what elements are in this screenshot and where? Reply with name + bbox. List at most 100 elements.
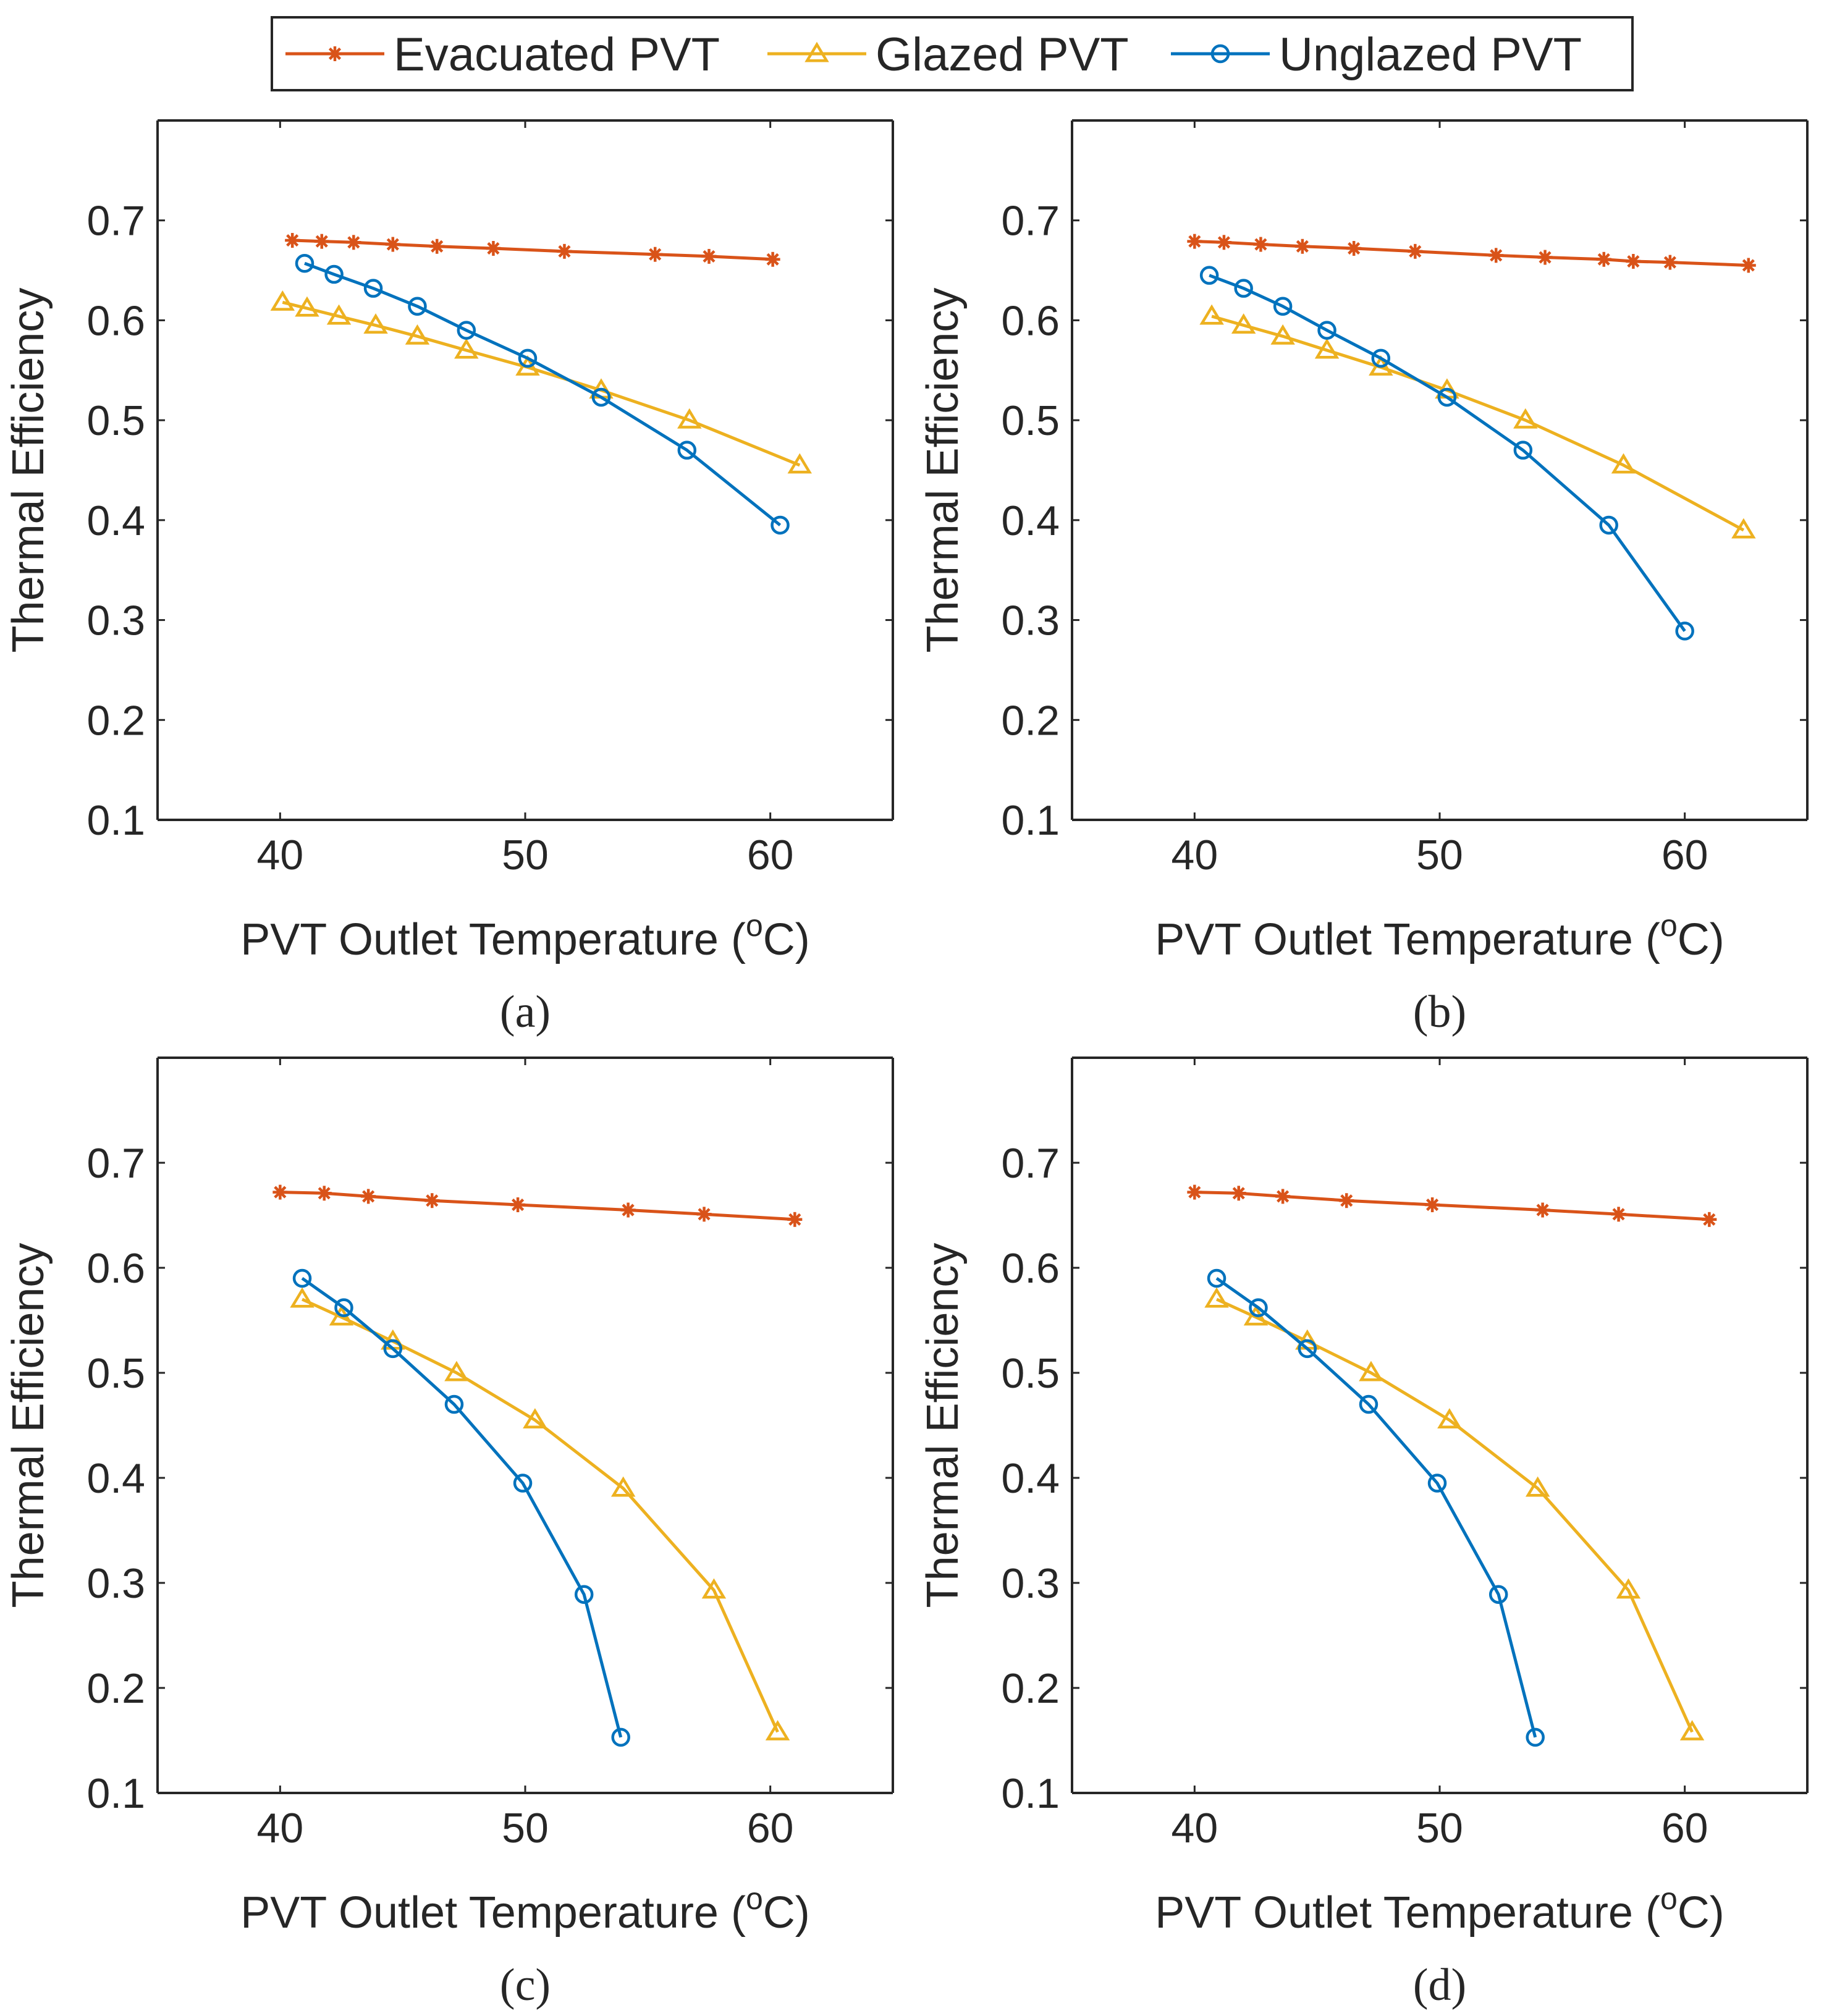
data-point bbox=[620, 1202, 636, 1218]
panel-caption: (a) bbox=[500, 987, 551, 1037]
asterisk-stroke bbox=[1340, 1194, 1353, 1207]
x-tick-label: 60 bbox=[1661, 1805, 1708, 1852]
asterisk-stroke bbox=[622, 1204, 635, 1217]
asterisk-stroke bbox=[698, 1208, 711, 1221]
y-tick-label: 0.5 bbox=[87, 397, 145, 444]
data-point bbox=[557, 243, 572, 259]
data-point bbox=[314, 234, 329, 249]
data-point bbox=[591, 387, 611, 407]
x-axis-label-superscript: o bbox=[1660, 1881, 1678, 1916]
data-point bbox=[1679, 1720, 1705, 1740]
data-point bbox=[270, 290, 295, 311]
data-point bbox=[510, 1197, 526, 1212]
y-tick-label: 0.5 bbox=[1001, 397, 1060, 444]
data-point bbox=[771, 515, 790, 535]
y-tick-label: 0.7 bbox=[87, 198, 145, 245]
data-point bbox=[787, 453, 812, 474]
data-point bbox=[1526, 1727, 1545, 1747]
data-point bbox=[1294, 238, 1310, 254]
y-tick-label: 0.5 bbox=[1001, 1350, 1060, 1397]
series-line bbox=[280, 1191, 795, 1221]
series-evacuated-pvt bbox=[285, 233, 780, 267]
y-tick-label: 0.2 bbox=[1001, 697, 1060, 744]
series-glazed-pvt bbox=[270, 290, 812, 474]
data-point bbox=[1346, 240, 1362, 256]
y-tick-label: 0.1 bbox=[87, 797, 145, 844]
x-axis-label-superscript: o bbox=[746, 1881, 763, 1916]
asterisk-stroke bbox=[766, 253, 779, 266]
x-axis-label-text: PVT Outlet Temperature ( bbox=[240, 915, 746, 964]
data-point bbox=[765, 251, 780, 267]
data-point bbox=[1298, 1339, 1317, 1359]
y-tick-label: 0.3 bbox=[1001, 1560, 1060, 1607]
asterisk-stroke bbox=[274, 1186, 287, 1199]
data-point bbox=[648, 247, 663, 262]
data-point bbox=[1216, 235, 1231, 250]
y-tick-label: 0.4 bbox=[87, 497, 145, 544]
y-axis-label: Thermal Efficiency bbox=[4, 1243, 53, 1608]
data-point bbox=[701, 1578, 727, 1599]
panel-caption: (d) bbox=[1413, 1960, 1466, 2010]
y-tick-label: 0.7 bbox=[87, 1140, 145, 1187]
data-point bbox=[1270, 324, 1295, 345]
x-axis-label-unit: C) bbox=[763, 1888, 810, 1938]
asterisk-stroke bbox=[1539, 251, 1552, 264]
data-point bbox=[765, 1720, 790, 1740]
x-tick-label: 40 bbox=[1172, 1805, 1218, 1852]
x-tick-label: 60 bbox=[1661, 832, 1708, 879]
triangle-icon bbox=[804, 41, 829, 62]
data-point bbox=[316, 1186, 332, 1201]
x-axis-label-superscript: o bbox=[1660, 908, 1678, 943]
y-tick-label: 0.7 bbox=[1001, 198, 1060, 245]
x-axis-label-unit: C) bbox=[1678, 1888, 1725, 1938]
panel-caption: (c) bbox=[500, 1960, 551, 2010]
data-point bbox=[1249, 1298, 1268, 1317]
asterisk-stroke bbox=[328, 47, 342, 61]
data-point bbox=[1741, 258, 1756, 273]
asterisk-stroke bbox=[431, 240, 444, 253]
data-point bbox=[1535, 1202, 1550, 1218]
x-axis-label-superscript: o bbox=[746, 908, 763, 943]
legend-label: Unglazed PVT bbox=[1279, 28, 1582, 81]
data-point bbox=[1611, 1207, 1626, 1222]
y-tick-label: 0.5 bbox=[87, 1350, 145, 1397]
x-axis-label-text: PVT Outlet Temperature ( bbox=[1155, 1888, 1660, 1938]
asterisk-stroke bbox=[788, 1213, 801, 1226]
data-point bbox=[1599, 515, 1618, 535]
data-point bbox=[292, 1268, 312, 1288]
data-point bbox=[513, 1474, 533, 1493]
legend-item-glazed-pvt: Glazed PVT bbox=[767, 28, 1129, 81]
data-point bbox=[1317, 321, 1336, 340]
series-unglazed-pvt bbox=[1207, 1268, 1545, 1747]
data-point bbox=[1437, 387, 1457, 407]
asterisk-icon bbox=[327, 46, 342, 61]
legend: Evacuated PVT Glazed PVT Unglazed PVT bbox=[271, 16, 1634, 91]
x-tick-label: 40 bbox=[257, 832, 304, 879]
y-tick-label: 0.2 bbox=[87, 697, 145, 744]
data-point bbox=[429, 238, 445, 254]
data-point bbox=[295, 254, 315, 273]
data-point bbox=[1731, 518, 1756, 539]
data-point bbox=[1427, 1474, 1447, 1493]
asterisk-stroke bbox=[347, 236, 360, 249]
series-unglazed-pvt bbox=[292, 1268, 630, 1747]
data-point bbox=[295, 296, 319, 317]
legend-box bbox=[271, 16, 1634, 91]
series-line bbox=[1215, 1276, 1537, 1738]
y-tick-label: 0.3 bbox=[87, 597, 145, 644]
asterisk-stroke bbox=[1426, 1198, 1439, 1212]
x-tick-label: 60 bbox=[747, 1805, 794, 1852]
data-point bbox=[696, 1207, 712, 1222]
series-evacuated-pvt bbox=[272, 1184, 803, 1227]
data-point bbox=[1662, 255, 1678, 270]
asterisk-stroke bbox=[1663, 256, 1676, 269]
y-tick-label: 0.1 bbox=[1001, 1770, 1060, 1817]
x-axis-label-text: PVT Outlet Temperature ( bbox=[1155, 915, 1660, 964]
data-point bbox=[424, 1193, 440, 1208]
data-point bbox=[1537, 250, 1553, 265]
asterisk-stroke bbox=[318, 1187, 331, 1200]
circle-icon bbox=[1210, 44, 1230, 64]
